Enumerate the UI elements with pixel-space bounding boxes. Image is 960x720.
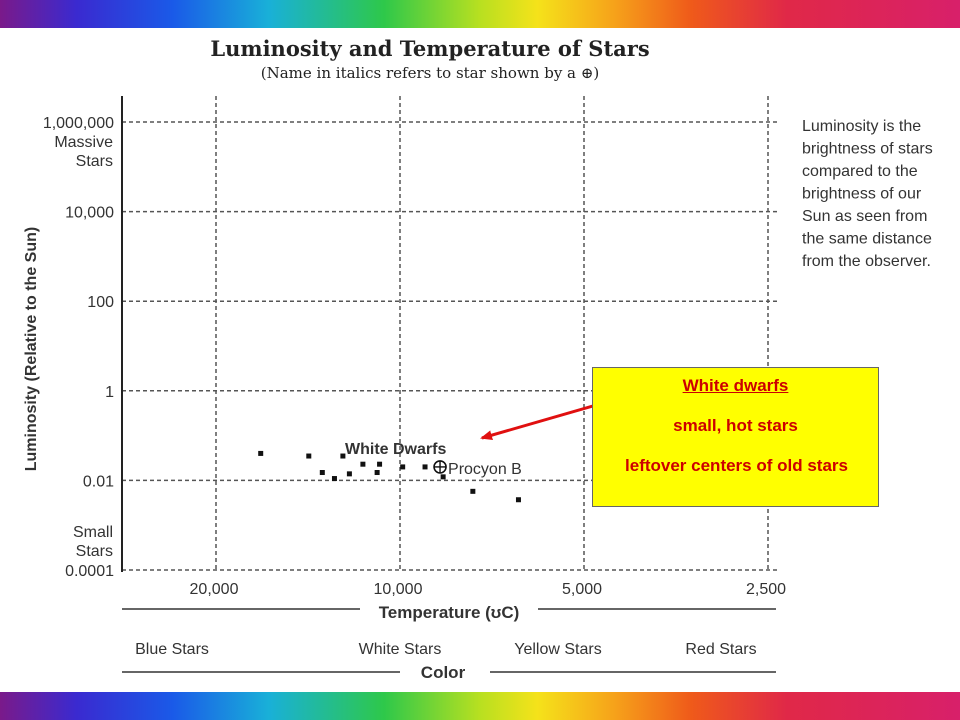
named-star-label: Procyon B	[448, 461, 522, 478]
y-tick-label: 100	[87, 294, 114, 311]
y-tick-label: 0.0001	[65, 563, 114, 580]
color-band-label: Blue Stars	[135, 641, 209, 658]
x-tick-label: 5,000	[562, 581, 602, 598]
data-point	[400, 464, 406, 470]
data-point	[377, 461, 383, 467]
y-tick-label: 10,000	[65, 205, 114, 222]
color-band-label: Yellow Stars	[514, 641, 601, 658]
description-line: Sun as seen from	[802, 208, 927, 225]
y-axis-annotation: Stars	[76, 543, 113, 560]
data-point	[258, 450, 264, 456]
data-point	[422, 464, 428, 470]
group-label-white-dwarfs: White Dwarfs	[345, 441, 446, 458]
rainbow-bar-bottom	[0, 692, 960, 720]
chart-title: Luminosity and Temperature of Stars	[210, 36, 650, 61]
callout-title: White dwarfs	[682, 376, 789, 395]
procyon-b-marker-icon	[433, 460, 447, 474]
data-point	[331, 476, 337, 482]
y-axis-label: Luminosity (Relative to the Sun)	[23, 227, 40, 471]
callout-line-2: small, hot stars	[673, 416, 798, 435]
callout-box: White dwarfs small, hot stars leftover c…	[592, 367, 879, 507]
description-line: the same distance	[802, 231, 932, 248]
color-axis-label: Color	[421, 663, 466, 682]
color-band-label: Red Stars	[685, 641, 756, 658]
data-point	[374, 470, 380, 476]
x-tick-label: 20,000	[190, 581, 239, 598]
y-axis-annotation: Stars	[76, 153, 113, 170]
chart-subtitle: (Name in italics refers to star shown by…	[0, 64, 860, 82]
y-axis-annotation: Massive	[54, 134, 113, 151]
y-tick-label: 0.01	[83, 473, 114, 490]
x-axis-label: Temperature (ʊC)	[379, 603, 520, 622]
data-point	[470, 488, 476, 494]
x-tick-label: 10,000	[374, 581, 423, 598]
x-tick-label: 2,500	[746, 581, 786, 598]
data-point	[440, 474, 446, 480]
description-line: from the observer.	[802, 253, 931, 270]
description-line: compared to the	[802, 163, 918, 180]
star-marker-icon: ⊕	[580, 64, 594, 82]
data-point	[340, 453, 346, 459]
data-point	[346, 471, 352, 477]
data-point	[360, 461, 366, 467]
chart-subtitle-end: )	[593, 64, 600, 82]
rainbow-bar-top	[0, 0, 960, 28]
chart-subtitle-text: (Name in italics refers to star shown by…	[260, 64, 576, 82]
y-tick-label: 1,000,000	[43, 115, 114, 132]
description-line: brightness of stars	[802, 141, 933, 158]
data-point	[515, 497, 521, 503]
description-line: Luminosity is the	[802, 118, 921, 135]
data-point	[319, 470, 325, 476]
callout-line-3: leftover centers of old stars	[625, 456, 848, 475]
y-axis-annotation: Small	[73, 524, 113, 541]
description-line: brightness of our	[802, 186, 922, 203]
color-band-label: White Stars	[359, 641, 442, 658]
y-tick-label: 1	[105, 384, 114, 401]
data-point	[306, 453, 312, 459]
